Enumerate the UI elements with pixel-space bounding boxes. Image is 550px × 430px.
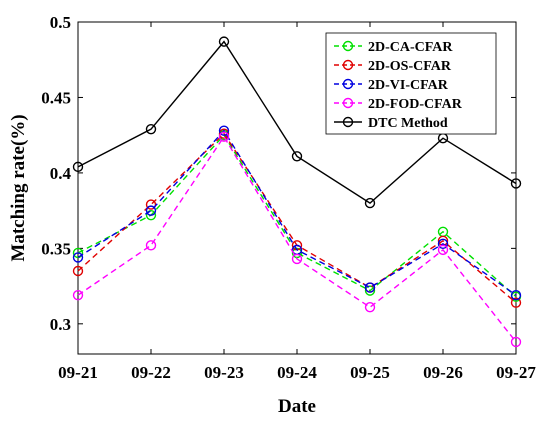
legend-label: 2D-VI-CFAR (368, 78, 449, 93)
data-point (72, 289, 84, 301)
y-tick-label: 0.35 (41, 239, 71, 258)
x-axis-title: Date (278, 396, 316, 417)
data-point (145, 205, 157, 216)
y-tick-label: 0.4 (50, 164, 72, 183)
x-tick-label: 09-23 (204, 363, 244, 382)
data-point (364, 285, 376, 296)
series-2d-vi-cfar (72, 125, 522, 301)
x-tick-label: 09-21 (58, 363, 98, 382)
data-point (218, 128, 230, 139)
series-dtc-method (72, 36, 522, 209)
x-tick-label: 09-27 (496, 363, 536, 382)
series-line (77, 129, 517, 296)
x-tick-label: 09-22 (131, 363, 171, 382)
data-point (364, 302, 376, 313)
legend-entry: 2D-VI-CFAR (334, 78, 449, 93)
data-point (510, 178, 522, 189)
legend-entry: 2D-FOD-CFAR (334, 97, 463, 112)
x-axis: 09-21 09-22 09-23 09-24 09-25 09-26 09-27 (58, 22, 536, 382)
y-axis-title: Matching rate(%) (8, 114, 29, 261)
legend-label: DTC Method (368, 116, 448, 131)
data-point (364, 197, 376, 209)
series-line (77, 135, 517, 343)
data-point (145, 123, 157, 135)
data-point (291, 253, 303, 265)
data-point (145, 209, 157, 221)
data-point (364, 282, 376, 293)
data-point (218, 36, 230, 47)
legend-marker (342, 40, 354, 52)
y-tick-label: 0.3 (50, 315, 71, 334)
legend-label: 2D-CA-CFAR (368, 40, 453, 55)
legend-marker (342, 97, 354, 109)
data-point (510, 289, 522, 301)
data-point (72, 265, 84, 277)
legend-label: 2D-FOD-CFAR (368, 97, 463, 112)
legend-label: 2D-OS-CFAR (368, 59, 452, 74)
legend-marker (342, 116, 354, 128)
x-tick-label: 09-25 (350, 363, 390, 382)
legend-marker (342, 59, 354, 71)
data-point (72, 252, 84, 263)
legend: 2D-CA-CFAR 2D-OS-CFAR 2D-VI-CFAR 2D-FOD-CFA… (325, 32, 497, 135)
y-tick-label: 0.45 (41, 88, 71, 107)
x-tick-label: 09-24 (277, 363, 317, 382)
data-point (510, 297, 522, 308)
x-tick-label: 09-26 (423, 363, 463, 382)
data-point (145, 240, 157, 251)
legend-entry: 2D-OS-CFAR (334, 59, 452, 74)
y-axis: 0.3 0.35 0.4 0.45 0.5 (41, 13, 516, 334)
data-point (437, 238, 449, 250)
legend-entry: 2D-CA-CFAR (334, 40, 453, 55)
data-point (437, 244, 449, 256)
data-point (145, 199, 157, 210)
legend-entry: DTC Method (334, 116, 448, 131)
series-layer (72, 36, 522, 348)
data-point (218, 125, 230, 136)
data-point (72, 161, 84, 173)
data-point (510, 336, 522, 348)
legend-marker (342, 78, 354, 90)
series-2d-fod-cfar (72, 131, 522, 348)
series-line (77, 40, 517, 204)
data-point (291, 151, 303, 162)
y-tick-label: 0.5 (50, 13, 71, 32)
data-point (218, 131, 230, 142)
